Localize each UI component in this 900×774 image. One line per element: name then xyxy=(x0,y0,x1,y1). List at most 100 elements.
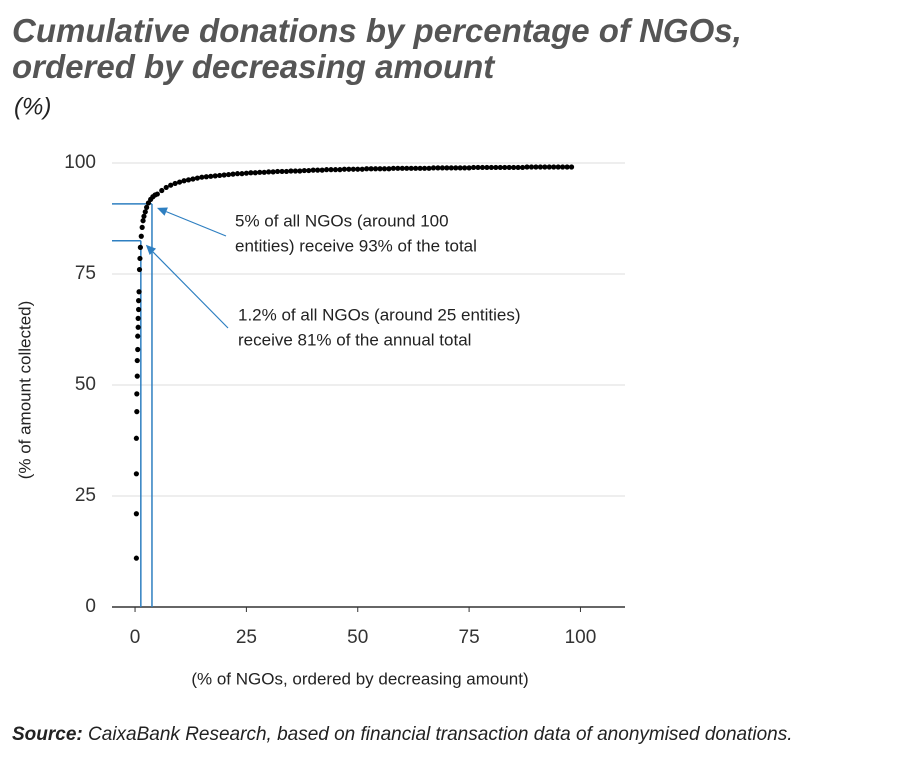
data-point xyxy=(176,179,183,185)
data-point xyxy=(288,168,294,174)
x-tick-label: 100 xyxy=(565,627,597,648)
data-point xyxy=(181,178,187,184)
data-point xyxy=(134,357,140,364)
data-point xyxy=(137,255,143,262)
x-axis-label: (% of NGOs, ordered by decreasing amount… xyxy=(191,669,528,688)
x-tick-label: 50 xyxy=(347,627,368,648)
data-point xyxy=(248,170,254,176)
data-point xyxy=(386,166,392,172)
data-point xyxy=(368,166,374,172)
data-point xyxy=(457,165,463,171)
chart-title: Cumulative donations by percentage of NG… xyxy=(12,12,742,49)
data-point xyxy=(564,164,570,170)
annotation-text: 1.2% of all NGOs (around 25 entities) xyxy=(238,305,521,324)
data-point xyxy=(381,166,388,172)
chart-title: ordered by decreasing amount xyxy=(12,48,496,85)
data-point xyxy=(515,164,521,171)
data-point xyxy=(310,167,316,173)
data-point xyxy=(133,471,139,477)
x-tick-label: 0 xyxy=(130,627,141,648)
data-point xyxy=(135,333,141,339)
data-point xyxy=(444,165,450,171)
data-point xyxy=(243,170,249,176)
data-point xyxy=(435,165,441,171)
data-point xyxy=(408,165,414,171)
y-tick-label: 75 xyxy=(75,263,96,284)
data-point xyxy=(453,165,459,171)
data-point xyxy=(138,233,144,239)
data-point xyxy=(497,164,503,171)
data-point xyxy=(413,165,419,171)
data-point xyxy=(190,176,196,182)
data-point xyxy=(359,166,365,172)
y-tick-label: 50 xyxy=(75,374,96,395)
data-point xyxy=(488,164,494,171)
data-point xyxy=(399,165,405,171)
data-point xyxy=(332,167,339,173)
x-tick-label: 25 xyxy=(236,627,257,648)
y-tick-label: 25 xyxy=(75,485,96,506)
data-point xyxy=(140,218,146,224)
data-point xyxy=(426,165,432,171)
data-point xyxy=(506,164,512,171)
data-point xyxy=(568,164,575,170)
data-point xyxy=(555,164,561,170)
data-point xyxy=(199,174,205,180)
data-point xyxy=(141,213,147,219)
data-point xyxy=(355,166,361,172)
data-point xyxy=(511,164,517,171)
y-tick-label: 0 xyxy=(85,596,96,617)
data-point xyxy=(203,174,209,180)
data-point xyxy=(448,165,454,171)
x-tick-label: 75 xyxy=(459,627,480,648)
data-point xyxy=(390,165,396,171)
data-point xyxy=(430,165,437,171)
data-point xyxy=(136,306,142,313)
annotation-arrow xyxy=(166,211,227,237)
data-point xyxy=(306,167,312,174)
data-point xyxy=(239,171,245,177)
data-point xyxy=(133,511,139,517)
data-point xyxy=(315,167,321,173)
annotation-text: 5% of all NGOs (around 100 xyxy=(235,211,449,230)
data-point xyxy=(257,169,263,175)
data-point xyxy=(323,167,330,173)
data-point xyxy=(270,169,276,175)
data-point xyxy=(542,164,548,170)
data-point xyxy=(212,173,218,179)
data-point xyxy=(551,164,557,170)
arrow-head xyxy=(145,244,157,255)
data-point xyxy=(421,165,428,171)
data-point xyxy=(144,204,150,210)
data-point xyxy=(533,164,539,170)
arrow-head xyxy=(156,207,168,216)
data-point xyxy=(274,168,281,175)
data-point xyxy=(134,391,140,397)
source: Source: CaixaBank Research, based on fin… xyxy=(12,724,793,745)
data-point xyxy=(135,346,141,353)
data-point xyxy=(154,191,160,197)
data-point xyxy=(484,164,490,171)
data-point xyxy=(261,169,267,175)
data-point xyxy=(364,166,370,172)
data-point xyxy=(537,164,543,170)
data-point xyxy=(475,164,481,171)
data-point xyxy=(133,555,139,561)
annotation-text: entities) receive 93% of the total xyxy=(235,236,477,255)
data-point xyxy=(301,167,307,174)
data-point xyxy=(136,289,142,295)
data-point xyxy=(372,166,379,172)
data-point xyxy=(137,244,143,250)
data-point xyxy=(134,373,140,379)
data-point xyxy=(328,167,334,173)
data-point xyxy=(462,165,468,171)
data-point xyxy=(319,167,325,173)
data-point xyxy=(135,315,141,321)
data-point xyxy=(519,164,526,171)
data-point xyxy=(217,172,223,179)
data-point xyxy=(297,168,303,174)
data-point xyxy=(221,172,227,178)
data-point xyxy=(292,168,298,174)
data-point xyxy=(528,164,535,170)
